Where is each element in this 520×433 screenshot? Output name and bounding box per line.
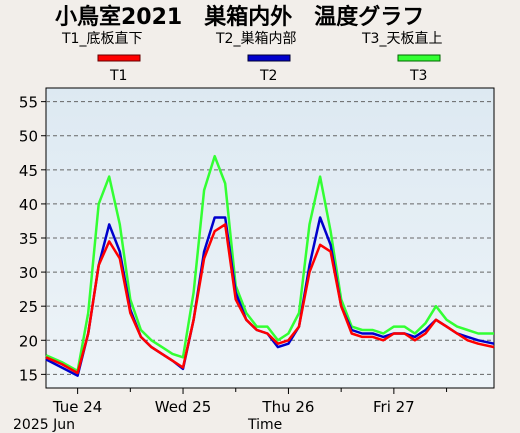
series-label-t3: T3_天板直上 xyxy=(361,30,442,47)
series-lines xyxy=(45,154,495,377)
y-tick-label: 45 xyxy=(19,162,38,180)
grid xyxy=(46,101,494,375)
legend-swatch-t3 xyxy=(397,54,441,62)
legend-label-t3: T3 xyxy=(409,68,427,84)
x-tick-label: Tue 24 xyxy=(52,398,102,416)
x-tick-label: Fri 27 xyxy=(373,398,415,416)
y-tick-label: 40 xyxy=(19,196,38,214)
y-tick-label: 25 xyxy=(19,298,38,316)
y-tick-label: 55 xyxy=(19,94,38,112)
series-line-t1 xyxy=(45,223,495,375)
x-axis-ticks: Tue 24 Wed 25 Thu 26 Fri 27 xyxy=(52,388,448,416)
legend-label-t2: T2 xyxy=(259,68,277,84)
x-axis-title: Time xyxy=(247,417,282,433)
series-label-t2: T2_巣箱内部 xyxy=(215,31,296,47)
series-line-t3 xyxy=(45,154,494,373)
legend-label-t1: T1 xyxy=(109,68,127,84)
legend-swatch-t2 xyxy=(247,54,291,62)
legend-swatch-t1 xyxy=(97,54,141,62)
y-tick-label: 50 xyxy=(19,128,38,146)
x-tick-label: Thu 26 xyxy=(261,398,314,416)
date-label: 2025 Jun xyxy=(13,417,75,433)
y-axis-ticks: 15 20 25 30 35 40 45 50 55 xyxy=(19,94,46,384)
y-tick-label: 35 xyxy=(19,230,38,248)
chart-title: 小鳥室2021 巣箱内外 温度グラフ xyxy=(55,4,424,30)
series-label-t1: T1_底板直下 xyxy=(61,30,142,47)
y-tick-label: 15 xyxy=(19,366,38,384)
x-tick-label: Wed 25 xyxy=(155,398,212,416)
y-tick-label: 30 xyxy=(19,264,38,282)
y-tick-label: 20 xyxy=(19,332,38,350)
legend: T1 T2 T3 xyxy=(97,54,441,84)
